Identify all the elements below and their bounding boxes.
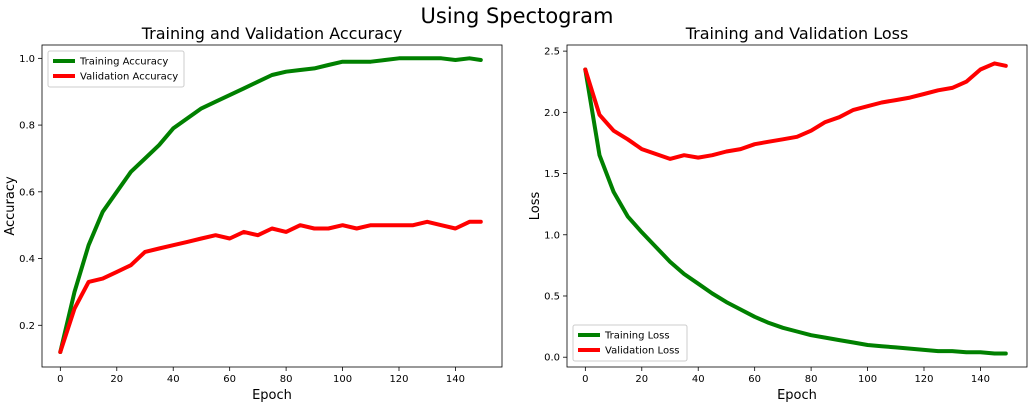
loss-series-line-1 [583,67,1008,356]
acc-legend-label-1: Training Accuracy [79,57,168,68]
acc-y-tick-label: 0.4 [19,254,35,265]
acc-y-tick-label: 1.0 [19,54,35,65]
loss-x-tick-label: 100 [858,374,877,385]
loss-x-tick-label: 140 [971,374,990,385]
figure-title: Using Spectogram [420,4,614,28]
acc-x-tick-label: 0 [57,374,63,385]
loss-y-tick-label: 2.0 [544,108,560,119]
acc-x-tick-label: 140 [446,374,465,385]
loss-y-tick-label: 1.5 [544,169,560,180]
loss-x-tick-label: 120 [914,374,933,385]
acc-x-tick-label: 100 [333,374,352,385]
acc-y-tick-label: 0.8 [19,121,35,132]
loss-legend-label-2: Validation Loss [605,346,680,357]
acc-x-axis-label: Epoch [252,388,292,403]
acc-series-line-2 [58,219,483,354]
acc-y-tick-label: 0.6 [19,187,35,198]
loss-x-tick-label: 40 [692,374,705,385]
loss-y-tick-label: 0.5 [544,291,560,302]
loss-x-tick-label: 60 [748,374,761,385]
acc-y-axis-label: Accuracy [3,176,18,236]
loss-series-line-2 [583,61,1008,161]
acc-x-tick-label: 20 [110,374,123,385]
loss-y-tick-label: 0.0 [544,353,560,364]
loss-legend-label-1: Training Loss [604,331,670,342]
acc-legend-box [47,50,185,88]
loss-x-tick-label: 80 [805,374,818,385]
loss-chart-title: Training and Validation Loss [685,24,909,43]
acc-legend-label-2: Validation Accuracy [80,72,178,83]
acc-x-tick-label: 60 [223,374,236,385]
acc-chart-title: Training and Validation Accuracy [141,24,403,43]
loss-legend-box [572,324,688,362]
loss-y-axis-label: Loss [528,192,543,221]
acc-series-line-1 [58,56,483,354]
loss-x-tick-label: 20 [635,374,648,385]
loss-y-tick-label: 1.0 [544,230,560,241]
acc-x-tick-label: 80 [280,374,293,385]
loss-x-axis-label: Epoch [777,388,817,403]
loss-plot-frame [566,44,1028,368]
acc-plot-frame [41,44,503,368]
acc-x-tick-label: 120 [389,374,408,385]
loss-x-tick-label: 0 [582,374,588,385]
acc-x-tick-label: 40 [167,374,180,385]
acc-y-tick-label: 0.2 [19,321,35,332]
loss-y-tick-label: 2.5 [544,47,560,58]
